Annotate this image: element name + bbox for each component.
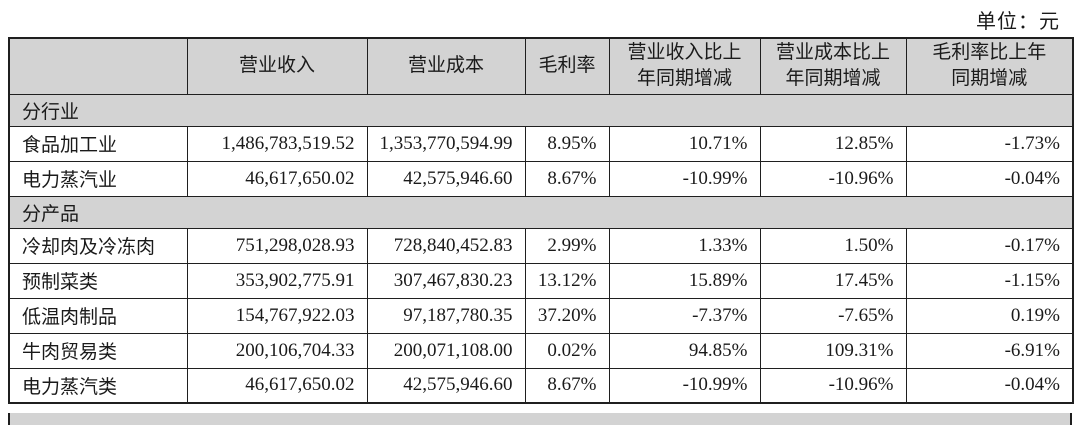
- cell-value: 97,187,780.35: [366, 297, 526, 334]
- cell-value: -7.65%: [759, 297, 907, 334]
- column-header: 营业收入: [186, 37, 368, 95]
- cell-value: 2.99%: [524, 227, 610, 264]
- column-header: 营业成本比上 年同期增减: [759, 37, 907, 95]
- table-row: 低温肉制品 154,767,922.03 97,187,780.35 37.20% -7…: [8, 297, 1074, 334]
- column-header-line: 营业成本: [407, 55, 484, 77]
- column-header-line: 营业收入: [238, 55, 315, 77]
- partial-next-row: [8, 413, 1072, 425]
- cell-value: -0.17%: [905, 227, 1074, 264]
- cell-value: 307,467,830.23: [366, 262, 526, 299]
- section-row: 分行业: [8, 93, 1074, 127]
- table-row: 食品加工业 1,486,783,519.52 1,353,770,594.99 8.9…: [8, 125, 1074, 162]
- cell-value: 200,106,704.33: [186, 332, 368, 369]
- cell-value: 46,617,650.02: [186, 160, 368, 197]
- cell-value: 1,486,783,519.52: [186, 125, 368, 162]
- column-header-line: 营业收入比上: [627, 42, 742, 64]
- column-header-line: 同期增减: [951, 68, 1028, 90]
- cell-value: 154,767,922.03: [186, 297, 368, 334]
- cell-value: 42,575,946.60: [366, 160, 526, 197]
- row-label: 电力蒸汽类: [8, 367, 188, 404]
- cell-value: 8.95%: [524, 125, 610, 162]
- cell-value: -7.37%: [608, 297, 761, 334]
- cell-value: -10.99%: [608, 367, 761, 404]
- unit-label: 单位：元: [976, 11, 1060, 33]
- cell-value: 17.45%: [759, 262, 907, 299]
- header-row: 营业收入 营业成本 毛利率 营业收入比上 年同期增减 营业成本比上 年同期增减 毛利率比上年同…: [8, 37, 1074, 95]
- section-label: 分行业: [8, 93, 1074, 127]
- cell-value: 1.33%: [608, 227, 761, 264]
- cell-value: 1,353,770,594.99: [366, 125, 526, 162]
- cell-value: 37.20%: [524, 297, 610, 334]
- row-label: 低温肉制品: [8, 297, 188, 334]
- cell-value: 200,071,108.00: [366, 332, 526, 369]
- cell-value: 728,840,452.83: [366, 227, 526, 264]
- cell-value: 94.85%: [608, 332, 761, 369]
- cell-value: 8.67%: [524, 367, 610, 404]
- column-header: 毛利率比上年 同期增减: [905, 37, 1074, 95]
- cell-value: -10.99%: [608, 160, 761, 197]
- financial-table: 营业收入 营业成本 毛利率 营业收入比上 年同期增减 营业成本比上 年同期增减 毛利率比上年同…: [8, 37, 1074, 404]
- column-header-line: 年同期增减: [785, 68, 881, 90]
- cell-value: 12.85%: [759, 125, 907, 162]
- cell-value: 0.02%: [524, 332, 610, 369]
- cell-value: -10.96%: [759, 160, 907, 197]
- cell-value: 1.50%: [759, 227, 907, 264]
- cell-value: 10.71%: [608, 125, 761, 162]
- table-row: 牛肉贸易类 200,106,704.33 200,071,108.00 0.02% 94…: [8, 332, 1074, 369]
- cell-value: 751,298,028.93: [186, 227, 368, 264]
- column-header-line: 年同期增减: [636, 68, 732, 90]
- cell-value: -6.91%: [905, 332, 1074, 369]
- section-row: 分产品: [8, 195, 1074, 229]
- table-row: 电力蒸汽类 46,617,650.02 42,575,946.60 8.67% -10.…: [8, 367, 1074, 404]
- table-row: 电力蒸汽业 46,617,650.02 42,575,946.60 8.67% -10.…: [8, 160, 1074, 197]
- cell-value: 0.19%: [905, 297, 1074, 334]
- row-label: 牛肉贸易类: [8, 332, 188, 369]
- cell-value: -0.04%: [905, 367, 1074, 404]
- cell-value: 15.89%: [608, 262, 761, 299]
- cell-value: -1.73%: [905, 125, 1074, 162]
- table-row: 冷却肉及冷冻肉 751,298,028.93 728,840,452.83 2.99%…: [8, 227, 1074, 264]
- column-header: 毛利率: [524, 37, 610, 95]
- section-label: 分产品: [8, 195, 1074, 229]
- row-label: 电力蒸汽业: [8, 160, 188, 197]
- column-header: 营业收入比上 年同期增减: [608, 37, 761, 95]
- cell-value: 46,617,650.02: [186, 367, 368, 404]
- column-header-line: 营业成本比上: [775, 42, 890, 64]
- column-header: [8, 37, 188, 95]
- cell-value: 13.12%: [524, 262, 610, 299]
- cell-value: -0.04%: [905, 160, 1074, 197]
- column-header-line: 毛利率比上年: [932, 42, 1047, 64]
- column-header: 营业成本: [366, 37, 526, 95]
- cell-value: 42,575,946.60: [366, 367, 526, 404]
- cell-value: -1.15%: [905, 262, 1074, 299]
- row-label: 食品加工业: [8, 125, 188, 162]
- row-label: 预制菜类: [8, 262, 188, 299]
- table-row: 预制菜类 353,902,775.91 307,467,830.23 13.12% 15…: [8, 262, 1074, 299]
- cell-value: -10.96%: [759, 367, 907, 404]
- column-header-line: 毛利率: [538, 55, 596, 77]
- row-label: 冷却肉及冷冻肉: [8, 227, 188, 264]
- cell-value: 353,902,775.91: [186, 262, 368, 299]
- cell-value: 8.67%: [524, 160, 610, 197]
- cell-value: 109.31%: [759, 332, 907, 369]
